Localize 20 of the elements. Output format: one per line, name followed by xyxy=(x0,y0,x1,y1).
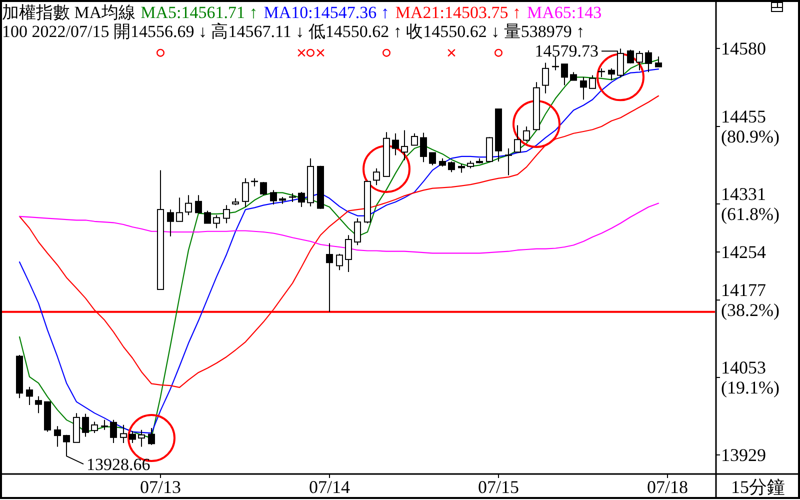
legend-item: MA5:14561.71 ↑ xyxy=(140,3,258,22)
x-tick-label: 07/18 xyxy=(647,477,688,497)
y-tick-label: 14331 (61.8%) xyxy=(721,184,780,224)
y-tick-label: 14177 (38.2%) xyxy=(721,280,780,320)
x-tick-label: 07/13 xyxy=(140,477,181,497)
y-tick-label: 14455 (80.9%) xyxy=(721,106,780,146)
y-tick-label: 14580 xyxy=(721,38,766,58)
x-tick-label: 07/14 xyxy=(309,477,350,497)
y-tick-label: 14053 (19.1%) xyxy=(721,358,780,398)
annotation: 13928.66 xyxy=(86,455,150,474)
y-tick-label: 14254 xyxy=(721,242,766,262)
xlabel: 15分鐘 xyxy=(731,477,785,497)
legend-item: MA65:143 xyxy=(527,3,602,22)
subtitle: 100 2022/07/15 開14556.69 ↓ 高14567.11 ↓ 低14550.62 ↑ 收14550.62 ↓ 量538979 ↑ xyxy=(2,22,585,41)
annotation: 14579.73 xyxy=(534,42,598,61)
legend-item: MA10:14547.36 ↑ xyxy=(264,3,390,22)
x-tick-label: 07/15 xyxy=(478,477,519,497)
title: 加權指數 MA均線 xyxy=(2,3,136,22)
y-tick-label: 13929 xyxy=(721,444,766,465)
legend-item: MA21:14503.75 ↑ xyxy=(395,3,522,22)
